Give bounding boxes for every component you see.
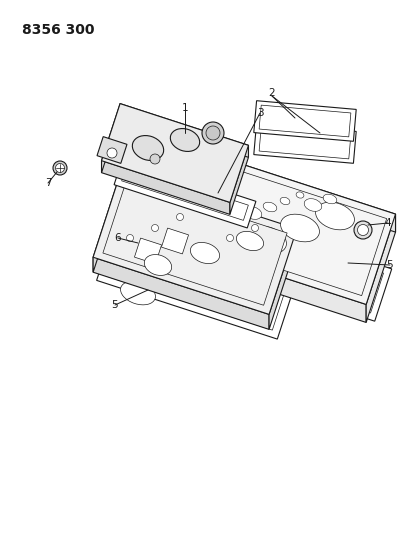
Ellipse shape [157, 267, 192, 291]
Polygon shape [121, 172, 296, 244]
Polygon shape [93, 172, 121, 272]
Ellipse shape [312, 238, 348, 264]
Ellipse shape [246, 262, 283, 288]
Polygon shape [114, 158, 255, 228]
Ellipse shape [280, 214, 319, 242]
Ellipse shape [353, 221, 371, 239]
Ellipse shape [132, 135, 163, 160]
Polygon shape [161, 228, 188, 254]
Polygon shape [268, 229, 296, 329]
Polygon shape [258, 127, 350, 159]
Polygon shape [204, 161, 395, 304]
Ellipse shape [120, 281, 155, 305]
Ellipse shape [144, 255, 171, 276]
Ellipse shape [279, 250, 316, 276]
Ellipse shape [151, 224, 158, 231]
Polygon shape [120, 103, 248, 157]
Text: 2: 2 [268, 88, 274, 98]
Polygon shape [365, 214, 395, 322]
Polygon shape [204, 252, 365, 322]
Polygon shape [93, 172, 296, 314]
Ellipse shape [190, 243, 219, 264]
Text: 5: 5 [386, 260, 392, 270]
Polygon shape [97, 231, 293, 339]
Polygon shape [101, 103, 248, 203]
Ellipse shape [226, 235, 233, 241]
Ellipse shape [232, 241, 267, 265]
Text: 6: 6 [115, 233, 121, 243]
Polygon shape [258, 105, 350, 137]
Polygon shape [101, 160, 229, 214]
Text: 7: 7 [45, 178, 51, 188]
Polygon shape [134, 238, 161, 264]
Ellipse shape [295, 192, 303, 198]
Ellipse shape [170, 128, 199, 151]
Polygon shape [233, 161, 395, 232]
Ellipse shape [251, 224, 258, 231]
Polygon shape [253, 101, 355, 141]
Ellipse shape [205, 126, 220, 140]
Ellipse shape [247, 226, 286, 254]
Ellipse shape [322, 194, 336, 204]
Polygon shape [253, 123, 355, 163]
Ellipse shape [195, 254, 230, 278]
Ellipse shape [201, 205, 208, 212]
Polygon shape [121, 166, 248, 220]
Ellipse shape [357, 224, 368, 236]
Polygon shape [97, 136, 127, 164]
Polygon shape [204, 161, 233, 270]
Ellipse shape [236, 231, 263, 251]
Polygon shape [93, 257, 268, 329]
Ellipse shape [107, 148, 117, 158]
Polygon shape [101, 103, 120, 173]
Polygon shape [216, 223, 382, 313]
Text: 3: 3 [256, 108, 263, 118]
Ellipse shape [315, 202, 353, 230]
Polygon shape [213, 171, 386, 296]
Ellipse shape [53, 161, 67, 175]
Polygon shape [106, 240, 283, 330]
Ellipse shape [244, 207, 261, 220]
Text: 5: 5 [111, 300, 118, 310]
Text: 8356 300: 8356 300 [22, 23, 94, 37]
Ellipse shape [126, 235, 133, 241]
Ellipse shape [303, 199, 321, 212]
Ellipse shape [202, 122, 223, 144]
Ellipse shape [55, 164, 64, 173]
Ellipse shape [176, 214, 183, 221]
Text: 4: 4 [384, 218, 390, 228]
Polygon shape [103, 181, 286, 305]
Ellipse shape [150, 154, 160, 164]
Ellipse shape [279, 197, 289, 205]
Ellipse shape [263, 202, 276, 212]
Polygon shape [208, 215, 391, 321]
Polygon shape [229, 146, 248, 214]
Text: 1: 1 [181, 103, 188, 113]
